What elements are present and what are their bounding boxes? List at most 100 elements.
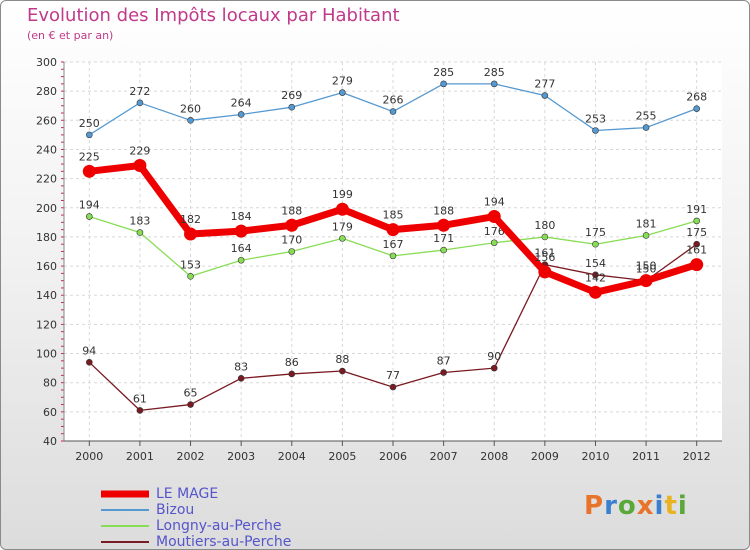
legend-swatch	[101, 509, 149, 511]
data-point	[234, 224, 248, 238]
y-tick-label: 40	[43, 435, 57, 448]
y-tick-label: 260	[36, 114, 57, 127]
y-tick-label: 240	[36, 143, 57, 156]
data-point	[487, 210, 501, 224]
data-point	[541, 233, 549, 241]
data-label: 181	[636, 217, 657, 230]
data-point	[490, 364, 498, 372]
data-point	[389, 252, 397, 260]
data-label: 268	[686, 91, 707, 104]
x-tick-label: 2001	[126, 450, 154, 463]
data-label: 142	[585, 271, 606, 284]
data-point	[440, 80, 447, 88]
data-label: 167	[383, 238, 404, 251]
data-label: 184	[231, 210, 252, 223]
data-label: 77	[386, 369, 400, 382]
data-label: 176	[484, 225, 505, 238]
data-label: 161	[534, 247, 555, 260]
y-tick-label: 220	[36, 173, 57, 186]
data-label: 170	[281, 234, 302, 247]
data-label: 175	[585, 226, 606, 239]
data-point	[642, 124, 650, 131]
x-tick-label: 2002	[177, 450, 205, 463]
data-point	[490, 80, 498, 88]
data-point	[339, 235, 346, 242]
data-point	[237, 256, 245, 264]
data-label: 199	[332, 188, 353, 201]
data-label: 88	[335, 353, 349, 366]
data-label: 266	[383, 94, 404, 107]
data-point	[490, 239, 498, 247]
data-label: 87	[437, 354, 451, 367]
data-label: 269	[281, 89, 302, 102]
data-label: 185	[383, 209, 404, 222]
data-label: 61	[133, 392, 147, 405]
data-label: 150	[636, 260, 657, 273]
data-label: 188	[433, 204, 454, 217]
data-point	[592, 271, 599, 279]
data-label: 90	[487, 350, 501, 363]
data-label: 179	[332, 220, 353, 233]
data-point	[237, 375, 245, 382]
data-point	[693, 105, 700, 112]
data-point	[538, 265, 552, 279]
data-label: 83	[234, 360, 248, 373]
data-point	[133, 158, 147, 172]
x-tick-label: 2007	[430, 450, 458, 463]
data-label: 285	[433, 66, 454, 79]
data-point	[82, 164, 96, 178]
data-label: 194	[79, 199, 100, 212]
legend-swatch	[101, 490, 149, 498]
x-tick-label: 2009	[531, 450, 559, 463]
data-label: 175	[686, 226, 707, 239]
data-label: 183	[129, 215, 150, 228]
data-label: 260	[180, 102, 201, 115]
logo-letter: o	[617, 491, 637, 521]
data-point	[592, 240, 599, 248]
x-tick-label: 2004	[278, 450, 306, 463]
x-tick-label: 2005	[328, 450, 356, 463]
data-point	[693, 217, 700, 225]
x-tick-label: 2000	[75, 450, 103, 463]
data-label: 150	[636, 263, 657, 276]
data-point	[187, 272, 194, 280]
data-label: 153	[180, 258, 201, 271]
data-point	[386, 223, 400, 237]
y-tick-label: 280	[36, 85, 57, 98]
data-point	[184, 227, 198, 241]
data-point	[541, 92, 549, 99]
logo-letter: i	[677, 491, 688, 521]
data-label: 156	[534, 251, 555, 264]
data-point	[86, 358, 93, 366]
data-point	[339, 89, 346, 96]
legend-label: Moutiers-au-Perche	[156, 534, 292, 550]
chart-title: Evolution des Impôts locaux par Habitant	[27, 5, 400, 26]
data-label: 272	[129, 85, 150, 98]
data-point	[187, 401, 194, 408]
data-label: 279	[332, 75, 353, 88]
legend-label: LE MAGE	[156, 486, 219, 502]
y-tick-label: 100	[36, 348, 57, 361]
legend-label: Longny-au-Perche	[156, 518, 282, 534]
data-point	[440, 369, 447, 376]
data-point	[389, 383, 397, 391]
data-point	[187, 117, 194, 124]
data-label: 225	[79, 150, 100, 163]
logo-letter: x	[636, 491, 655, 521]
y-tick-label: 180	[36, 231, 57, 244]
plot-area	[64, 62, 722, 441]
data-point	[136, 99, 144, 107]
y-tick-label: 300	[36, 56, 57, 69]
data-label: 180	[534, 219, 555, 232]
logo-letter: r	[604, 491, 618, 521]
data-point	[339, 367, 346, 375]
data-label: 191	[686, 203, 707, 216]
data-point	[592, 127, 599, 134]
data-label: 65	[184, 387, 198, 400]
data-point	[136, 407, 144, 414]
data-point	[285, 218, 299, 232]
data-label: 264	[231, 96, 252, 109]
data-point	[288, 248, 296, 255]
data-point	[288, 103, 296, 111]
logo-letter: t	[664, 491, 678, 521]
